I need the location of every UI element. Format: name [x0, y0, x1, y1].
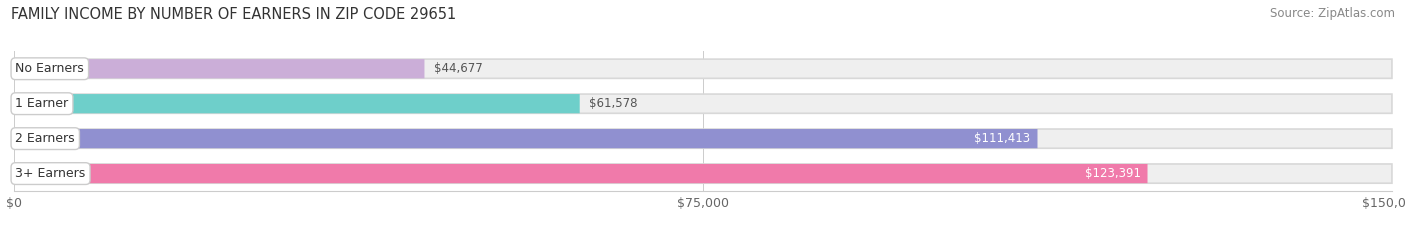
FancyBboxPatch shape: [14, 94, 1392, 113]
FancyBboxPatch shape: [14, 129, 1038, 148]
FancyBboxPatch shape: [14, 164, 1392, 183]
FancyBboxPatch shape: [14, 59, 425, 78]
Text: 3+ Earners: 3+ Earners: [15, 167, 86, 180]
Text: Source: ZipAtlas.com: Source: ZipAtlas.com: [1270, 7, 1395, 20]
Text: $111,413: $111,413: [974, 132, 1031, 145]
Text: $61,578: $61,578: [589, 97, 638, 110]
FancyBboxPatch shape: [14, 94, 579, 113]
Text: FAMILY INCOME BY NUMBER OF EARNERS IN ZIP CODE 29651: FAMILY INCOME BY NUMBER OF EARNERS IN ZI…: [11, 7, 457, 22]
Text: $123,391: $123,391: [1084, 167, 1140, 180]
FancyBboxPatch shape: [14, 129, 1392, 148]
FancyBboxPatch shape: [14, 164, 1147, 183]
Text: 2 Earners: 2 Earners: [15, 132, 75, 145]
FancyBboxPatch shape: [14, 59, 1392, 78]
Text: $44,677: $44,677: [434, 62, 482, 75]
Text: No Earners: No Earners: [15, 62, 84, 75]
Text: 1 Earner: 1 Earner: [15, 97, 69, 110]
